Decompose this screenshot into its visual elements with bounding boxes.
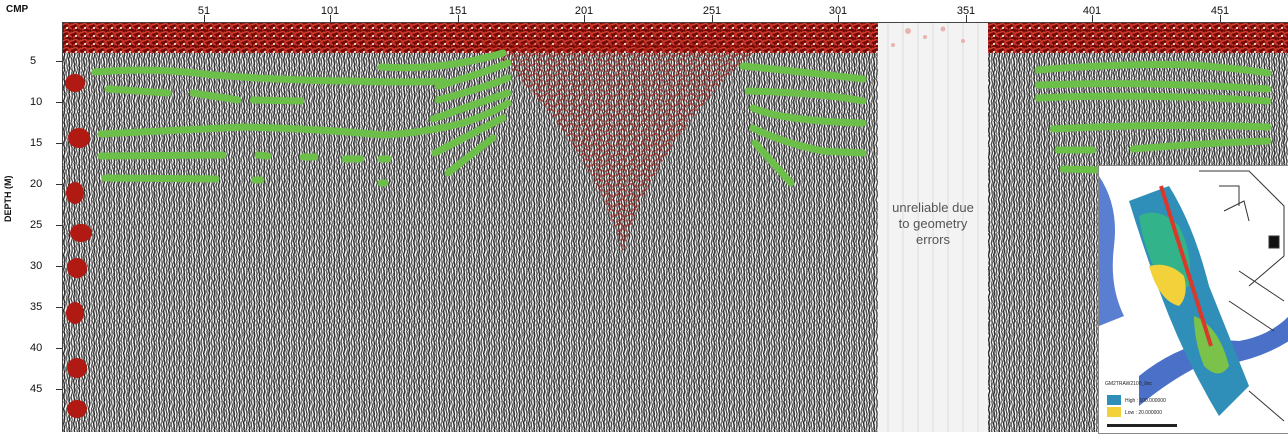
horizon-line (377, 49, 507, 72)
water-body (1099, 176, 1124, 326)
depth-tick-label: 45 (30, 383, 43, 395)
depth-tick-label: 15 (30, 137, 43, 149)
cmp-tick-mark (204, 15, 205, 22)
interpreted-horizons (91, 49, 1272, 187)
depth-tick-mark (56, 389, 62, 390)
unreliable-zone-hatching (887, 23, 979, 432)
cmp-axis: CMP 51 101 151 201 251 301 351 401 451 (0, 0, 1288, 23)
horizon-line (434, 74, 512, 104)
horizon-line (104, 85, 172, 97)
cmp-tick-label: 251 (702, 5, 722, 17)
annotation-line: unreliable due (892, 200, 974, 215)
red-energy-zone (483, 43, 763, 253)
cmp-tick-label: 51 (197, 5, 211, 17)
cmp-tick-label: 101 (320, 5, 340, 17)
depth-tick-mark (56, 102, 62, 103)
horizon-line (739, 62, 867, 83)
survey-grid-anomaly (1149, 264, 1186, 306)
horizon-line (431, 114, 507, 157)
depth-tick-label: 40 (30, 342, 43, 354)
legend-swatch-low (1107, 407, 1121, 417)
depth-tick-label: 5 (30, 55, 37, 67)
horizon-line (429, 89, 512, 123)
depth-tick-label: 20 (30, 178, 43, 190)
cmp-tick-label: 301 (828, 5, 848, 17)
horizon-line (1034, 92, 1272, 105)
horizon-line (749, 124, 867, 157)
inset-legend-high: High : 100.000000 (1125, 398, 1166, 404)
depth-tick-mark (56, 307, 62, 308)
depth-tick-label: 35 (30, 301, 43, 313)
seismic-section (63, 23, 1288, 432)
cmp-tick-mark (712, 15, 713, 22)
horizon-line (1034, 80, 1272, 93)
depth-tick-mark (56, 61, 62, 62)
scale-bar (1107, 424, 1177, 427)
cmp-tick-mark (838, 15, 839, 22)
horizon-line (101, 174, 220, 183)
profile-line (1159, 185, 1213, 347)
depth-tick-label: 30 (30, 260, 43, 272)
annotation-line: to geometry (898, 216, 968, 231)
annotation-line: errors (916, 232, 950, 247)
location-map-inset: GM2TRAW2100_Iloc High : 100.000000 Low :… (1098, 165, 1288, 434)
inset-legend-title: GM2TRAW2100_Iloc (1105, 381, 1153, 387)
red-energy-zone (63, 48, 1288, 278)
cmp-tick-mark (458, 15, 459, 22)
inset-map (1099, 166, 1288, 433)
depth-axis: DEPTH (M) 5 10 15 20 25 30 35 40 45 (0, 22, 63, 432)
survey-grid-anomaly (1139, 212, 1191, 290)
depth-tick-mark (56, 225, 62, 226)
horizon-line (1034, 61, 1272, 77)
inset-legend-low: Low : 20.000000 (1125, 410, 1162, 416)
horizon-line (249, 96, 305, 105)
cmp-tick-mark (1092, 15, 1093, 22)
horizon-line (97, 99, 512, 139)
horizon-line (189, 89, 242, 104)
cmp-tick-mark (584, 15, 585, 22)
horizon-line (1049, 121, 1272, 133)
horizon-line (434, 59, 512, 90)
unreliable-zone-specks (891, 26, 965, 47)
cmp-tick-mark (330, 15, 331, 22)
unreliable-annotation: unreliable due to geometry errors (878, 200, 988, 248)
left-red-blobs (65, 74, 92, 418)
legend-swatch-high (1107, 395, 1121, 405)
depth-tick-mark (56, 143, 62, 144)
horizon-line (744, 87, 867, 105)
horizon-line (1059, 165, 1102, 174)
horizon-line (444, 134, 497, 177)
depth-tick-mark (56, 266, 62, 267)
depth-tick-mark (56, 348, 62, 349)
building-outlines (1199, 170, 1285, 422)
cmp-tick-label: 201 (574, 5, 594, 17)
cmp-tick-label: 151 (448, 5, 468, 17)
depth-axis-title: DEPTH (M) (3, 175, 13, 223)
horizon-line (749, 104, 867, 127)
horizon-line (254, 151, 272, 160)
cmp-axis-title: CMP (6, 4, 29, 15)
depth-tick-mark (56, 184, 62, 185)
horizon-line (97, 151, 227, 160)
cmp-tick-label: 401 (1082, 5, 1102, 17)
horizon-line (751, 139, 795, 187)
horizon-line (91, 66, 447, 86)
cmp-tick-label: 351 (956, 5, 976, 17)
cmp-tick-label: 451 (1210, 5, 1230, 17)
cmp-tick-mark (966, 15, 967, 22)
depth-tick-label: 10 (30, 96, 43, 108)
depth-tick-label: 25 (30, 219, 43, 231)
cmp-tick-mark (1220, 15, 1221, 22)
horizon-line (1129, 137, 1272, 153)
